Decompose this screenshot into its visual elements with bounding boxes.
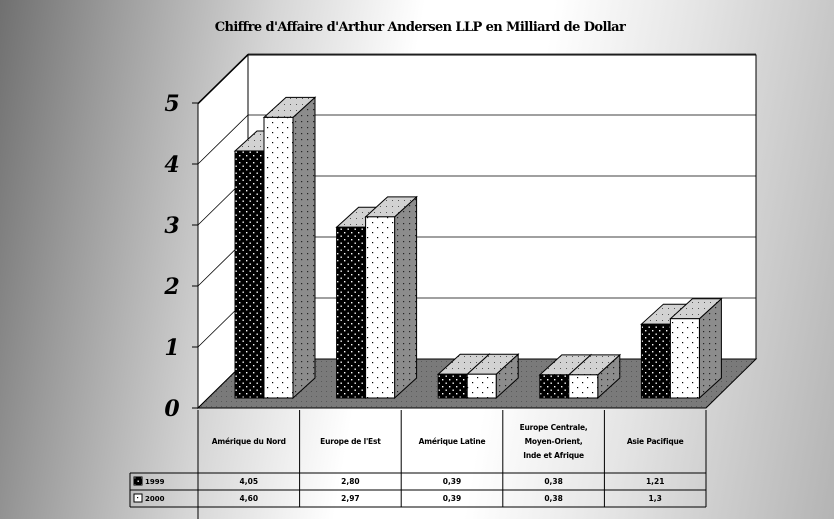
bar-front-face: [539, 374, 570, 399]
chart-title: Chiffre d'Affaire d'Arthur Andersen LLP …: [214, 20, 626, 35]
y-tick-label: 5: [164, 91, 179, 117]
table-cell: 1,3: [649, 494, 662, 503]
bar-front-face: [437, 373, 468, 399]
legend-label: 1999: [145, 478, 165, 486]
table-cell: 2,97: [341, 494, 360, 503]
bar-2000-0: [262, 96, 317, 400]
bar-2000-3: [567, 353, 622, 400]
gridline-side: [197, 53, 249, 104]
bar-front-face: [640, 323, 671, 399]
table-cell: 0,38: [544, 477, 563, 486]
bar-front-face: [336, 226, 367, 399]
gridline-side: [197, 114, 249, 165]
legend-key-2000: [133, 493, 143, 503]
bar-2000-4: [669, 297, 723, 400]
table-cell: 1,21: [646, 477, 665, 486]
y-axis-ticks: 0 1 2 3 4 5: [163, 91, 198, 422]
table-cell: 2,80: [341, 477, 360, 486]
category-label: Europe de l'Est: [320, 437, 381, 446]
bars: [233, 96, 723, 400]
y-tick-label: 0: [164, 396, 180, 422]
bar-2000-2: [465, 353, 520, 400]
legend-label: 2000: [145, 495, 165, 503]
bar-front-face: [365, 216, 396, 399]
data-table: Amérique du Nord Europe de l'Est Amérique …: [129, 410, 707, 519]
category-label: Amérique du Nord: [212, 437, 286, 446]
category-label: Europe Centrale,: [520, 423, 588, 432]
legend-key-1999: [133, 476, 143, 486]
bar-2000-1: [364, 195, 418, 400]
bar-side-face: [394, 195, 418, 400]
y-tick-label: 2: [163, 274, 179, 300]
table-cell: 0,39: [443, 494, 462, 503]
bar-front-face: [234, 150, 265, 399]
table-cell: 4,60: [240, 494, 259, 503]
bar-front-face: [669, 318, 700, 399]
category-label: Amérique Latine: [419, 437, 486, 446]
category-label: Inde et Afrique: [523, 451, 584, 460]
bar-front-face: [466, 373, 497, 399]
bar-side-face: [292, 96, 316, 400]
bar-front-face: [568, 374, 599, 399]
y-tick-label: 4: [164, 152, 179, 178]
y-tick-label: 3: [164, 213, 179, 239]
bar-front-face: [263, 116, 294, 399]
category-label: Asie Pacifique: [627, 437, 684, 446]
table-cell: 4,05: [240, 477, 259, 486]
table-cell: 0,38: [544, 494, 563, 503]
table-cell: 0,39: [443, 477, 462, 486]
y-tick-label: 1: [164, 335, 179, 361]
category-label: Moyen-Orient,: [525, 437, 583, 446]
